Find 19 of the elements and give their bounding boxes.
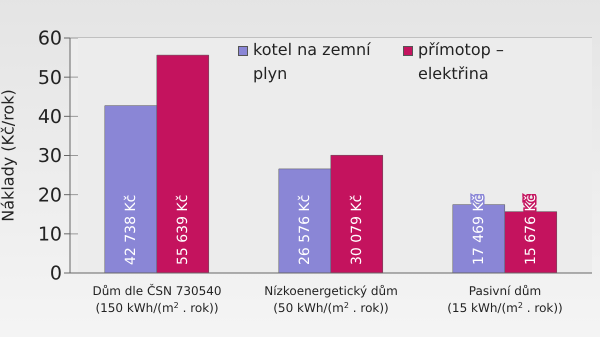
data-label: 55 639 Kč xyxy=(174,194,191,265)
data-label: 26 576 Kč xyxy=(296,194,313,265)
data-label: 17 469 Kč xyxy=(470,194,487,265)
data-label: 42 738 Kč xyxy=(122,194,139,265)
y-tick-label: 20 xyxy=(38,184,62,206)
x-tick-label: Dům dle ČSN 730540 (150 kWh/(m$^{2}$ . rok)) xyxy=(92,283,222,315)
y-tick-label: 10 xyxy=(38,224,62,246)
y-tick-label: 30 xyxy=(38,145,62,168)
legend-label: přímotop – elektřina xyxy=(418,39,505,85)
data-label: 15 676 Kč xyxy=(522,194,539,265)
y-tick-label: 60 xyxy=(38,28,62,50)
legend-label: kotel na zemní plyn xyxy=(253,39,372,85)
data-label: 30 079 Kč xyxy=(348,194,365,265)
y-tick-label: 40 xyxy=(38,106,62,128)
y-axis-title: Náklady (Kč/rok) xyxy=(0,89,18,222)
y-tick-label: 0 xyxy=(50,262,62,285)
x-tick-label: Pasivní dům (15 kWh/(m$^{2}$ . rok)) xyxy=(447,284,563,315)
y-tick-label: 50 xyxy=(38,66,62,89)
x-tick-label: Nízkoenergetický dům (50 kWh/(m$^{2}$ . rok)) xyxy=(264,284,398,315)
